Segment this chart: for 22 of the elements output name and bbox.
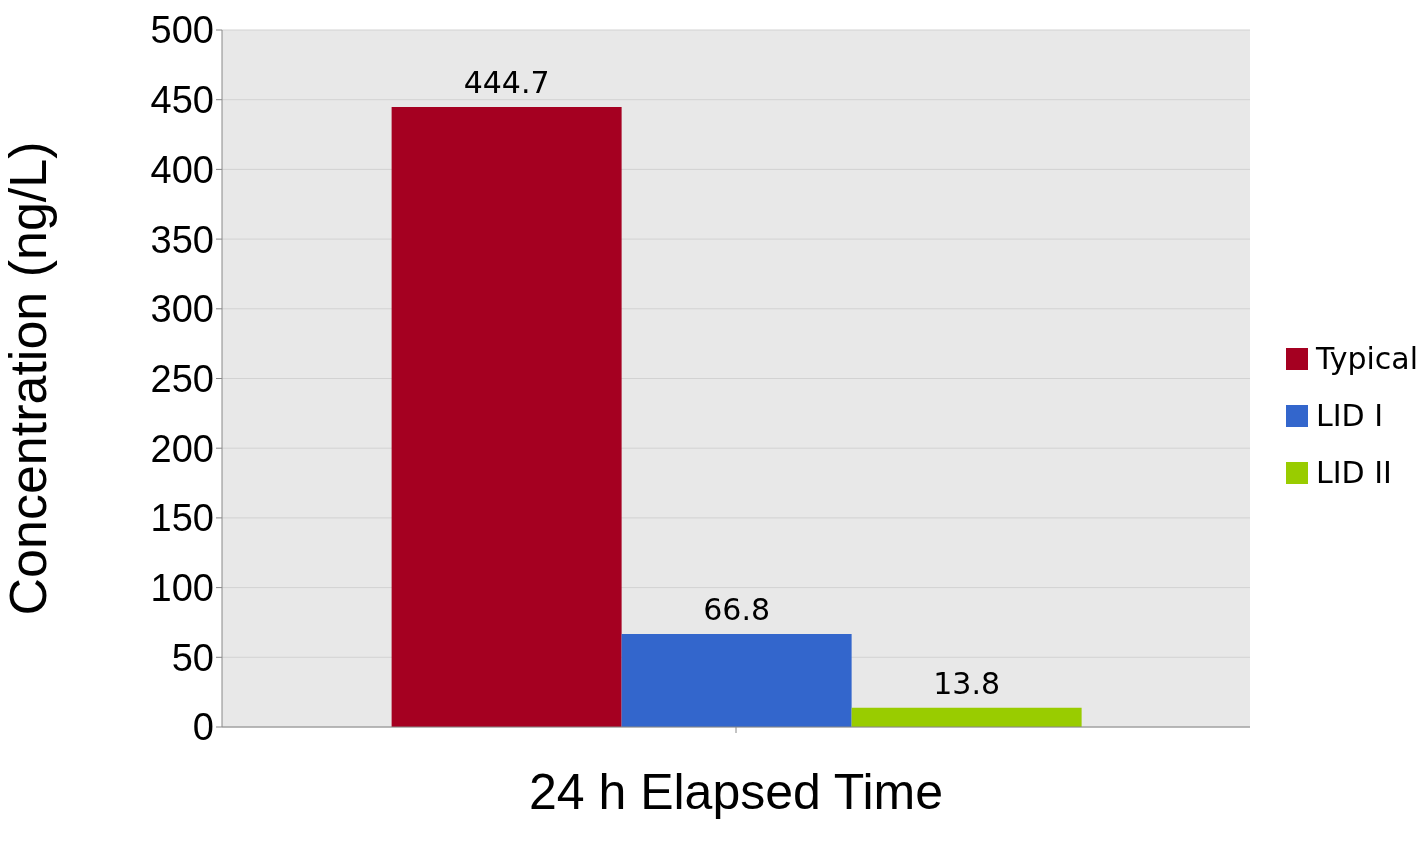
y-tick-label: 100 xyxy=(150,567,214,610)
bar xyxy=(851,707,1082,727)
y-tick-label: 150 xyxy=(150,497,214,540)
data-label: 66.8 xyxy=(703,591,771,627)
y-tick-label: 500 xyxy=(150,9,214,52)
x-axis-title: 24 h Elapsed Time xyxy=(528,764,944,820)
y-tick-label: 300 xyxy=(150,288,214,331)
y-tick-label: 200 xyxy=(150,427,214,470)
y-tick-label: 250 xyxy=(150,357,214,400)
y-tick-label: 350 xyxy=(150,218,214,261)
y-tick-label: 450 xyxy=(150,79,214,122)
y-axis-title: Concentration (ng/L) xyxy=(0,141,58,616)
y-tick-label: 0 xyxy=(192,706,214,749)
bar xyxy=(621,633,852,727)
y-tick-label: 50 xyxy=(171,636,214,679)
data-label: 444.7 xyxy=(463,65,550,101)
data-label: 13.8 xyxy=(933,665,1001,701)
legend-label: LID II xyxy=(1316,455,1392,490)
bar xyxy=(391,107,622,727)
legend-label: LID I xyxy=(1316,398,1384,433)
legend-label: Typical xyxy=(1316,341,1418,376)
y-tick-label: 400 xyxy=(150,148,214,191)
